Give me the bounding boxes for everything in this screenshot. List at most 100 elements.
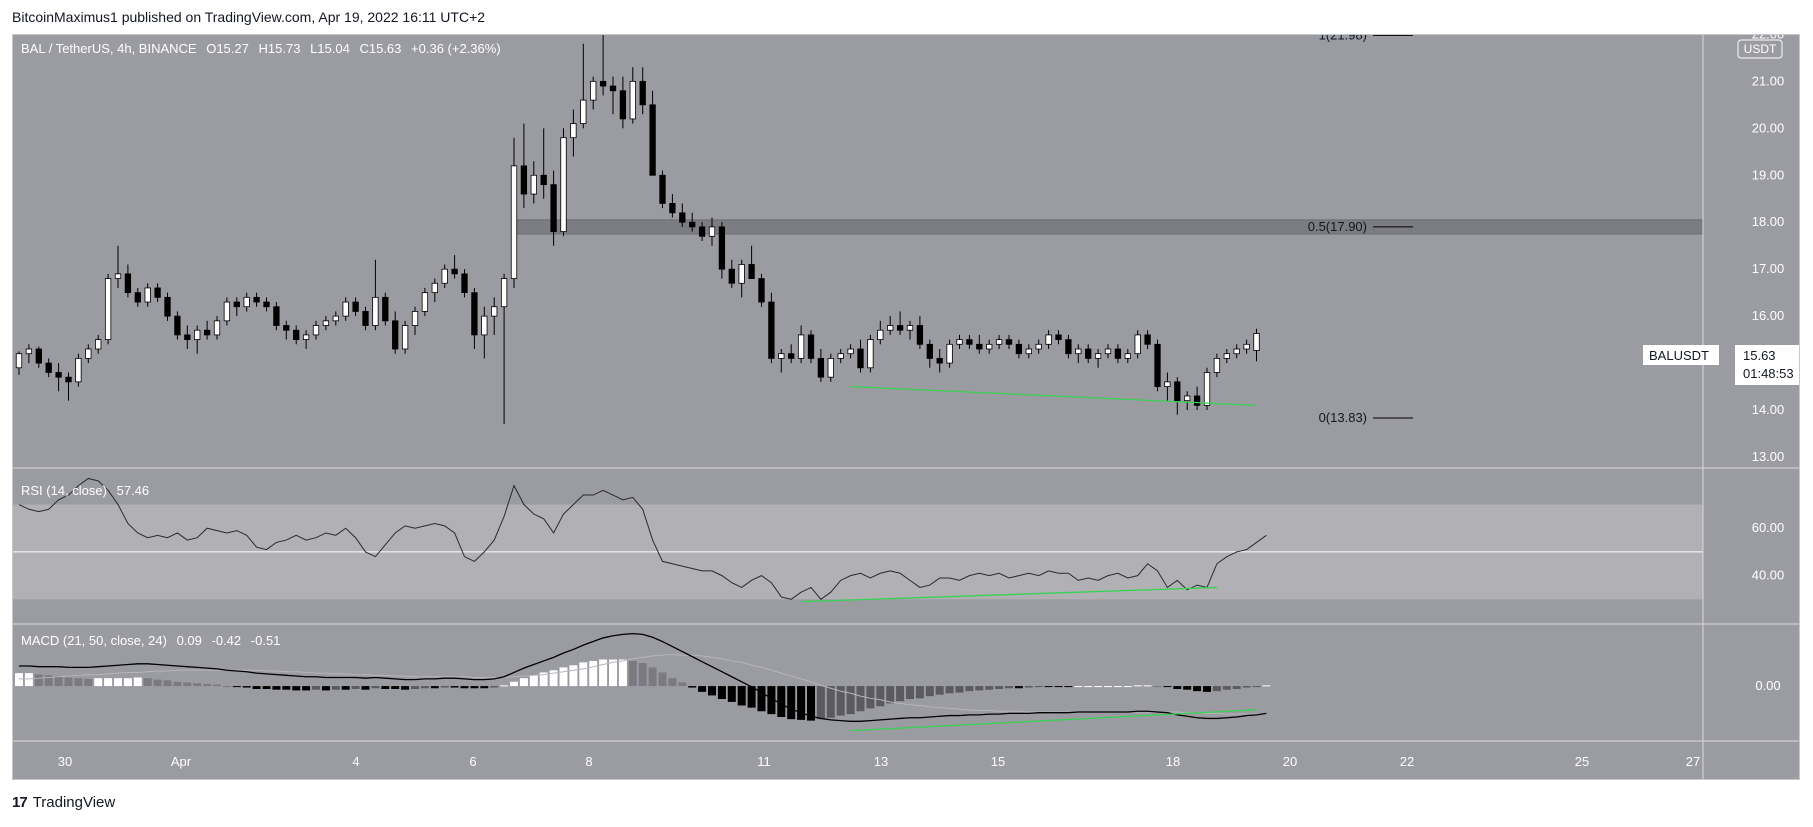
tradingview-brand: TradingView <box>32 794 116 811</box>
candle-body <box>283 325 290 331</box>
time-tick: 27 <box>1686 754 1700 769</box>
macd-bar <box>262 686 271 689</box>
candle-body <box>738 264 745 284</box>
macd-bar <box>965 686 974 692</box>
macd-bar <box>34 674 43 687</box>
macd-bar <box>193 683 202 687</box>
macd-bar <box>391 686 400 689</box>
fib-level-label: 0(13.83) <box>1319 410 1367 425</box>
macd-bar <box>757 686 766 712</box>
macd-bar <box>1262 685 1271 687</box>
macd-bar <box>559 667 568 687</box>
macd-bar <box>797 686 806 720</box>
trendline-macd <box>850 709 1257 732</box>
candle-body <box>619 90 627 120</box>
macd-bar <box>678 682 687 687</box>
tradingview-logo[interactable]: 17 TradingView <box>12 794 115 811</box>
macd-bar <box>1084 686 1093 688</box>
macd-bar <box>549 670 558 687</box>
candle-body <box>1065 339 1072 355</box>
candle-body <box>570 123 577 139</box>
candle-body <box>164 296 171 317</box>
candle-body <box>649 104 656 176</box>
macd-bar <box>401 686 410 690</box>
candle-body <box>698 226 706 237</box>
macd-bar <box>183 682 192 687</box>
candle-body <box>104 278 112 341</box>
macd-bar <box>1104 686 1112 688</box>
macd-bar <box>1113 686 1122 688</box>
candle-body <box>669 203 676 214</box>
candle-body <box>1193 395 1201 406</box>
macd-bar <box>222 686 231 688</box>
macd-bar <box>906 686 914 700</box>
currency-badge-box[interactable] <box>1737 39 1783 59</box>
rsi-tick: 40.00 <box>1752 568 1785 583</box>
macd-bar <box>698 686 707 692</box>
rsi-band-area <box>13 504 1703 600</box>
candle-body <box>392 320 399 350</box>
chart-svg[interactable]: 1(21.98) 0.5(17.90) 0(13.83) BAL / TetherU… <box>13 26 1800 779</box>
candle-body <box>1223 353 1230 359</box>
macd-bar <box>995 686 1004 689</box>
candle-body <box>827 357 834 378</box>
price-tag-countdown: 01:48:53 <box>1743 366 1794 381</box>
macd-bar <box>1054 686 1063 688</box>
macd-bar <box>826 686 835 718</box>
candle-body <box>510 165 518 279</box>
candle-body <box>491 306 498 317</box>
macd-bar <box>529 675 538 687</box>
macd-bar <box>668 678 677 687</box>
macd-bar <box>1024 686 1033 688</box>
candle-body <box>243 296 250 308</box>
candle-body <box>134 292 141 303</box>
candle-body <box>867 339 874 369</box>
macd-bar <box>846 686 855 715</box>
svg-text:RSI (14, close) 57.46: RSI (14, close) 57.46 <box>21 483 149 498</box>
candle-body <box>689 221 696 228</box>
candle-body <box>946 343 953 364</box>
macd-bar <box>1163 686 1172 688</box>
macd-bar <box>1034 686 1043 688</box>
macd-bar <box>411 686 419 689</box>
candle-body <box>916 325 924 345</box>
price-tag-symbol: BALUSDT <box>1649 348 1709 363</box>
macd-bar <box>876 686 885 707</box>
candle-body <box>530 174 537 195</box>
macd-axis[interactable]: 0.00 <box>1755 678 1780 693</box>
candle-body <box>708 226 716 237</box>
macd-bar <box>133 677 142 687</box>
macd-histogram <box>15 659 1271 721</box>
time-tick: 20 <box>1283 754 1297 769</box>
macd-bar <box>24 673 33 687</box>
candle-body <box>332 315 339 322</box>
macd-bar <box>351 686 360 689</box>
macd-bar <box>480 686 489 689</box>
macd-bar <box>252 686 261 689</box>
candle-body <box>500 278 508 308</box>
macd-bar <box>816 686 825 720</box>
rsi-axis[interactable]: 60.00 40.00 <box>1752 520 1785 582</box>
time-tick: 30 <box>58 754 72 769</box>
macd-bar <box>985 686 994 690</box>
fib-level-label: 1(21.98) <box>1319 35 1367 42</box>
currency-badge[interactable]: USDT <box>1744 42 1777 56</box>
chart-frame[interactable]: 1(21.98) 0.5(17.90) 0(13.83) BAL / TetherU… <box>12 26 1800 780</box>
candle-body <box>253 296 260 303</box>
candle-body <box>45 362 52 373</box>
macd-bar <box>500 685 509 687</box>
macd-bar <box>440 686 449 688</box>
candle-body <box>144 287 151 303</box>
candle-body <box>233 301 240 308</box>
macd-bar <box>450 686 459 688</box>
candle-body <box>1045 334 1052 345</box>
candle-body <box>1025 348 1032 355</box>
macd-bar <box>143 678 152 687</box>
macd-bar <box>1153 686 1162 688</box>
macd-bar <box>787 686 796 720</box>
candle-body <box>1114 348 1122 359</box>
macd-lines <box>19 632 1267 722</box>
legend-change: +0.36 (+2.36%) <box>411 41 501 56</box>
time-axis[interactable]: 30 Apr 4 6 8 11 13 15 18 20 22 25 27 <box>58 754 1700 769</box>
candle-body <box>639 80 646 106</box>
